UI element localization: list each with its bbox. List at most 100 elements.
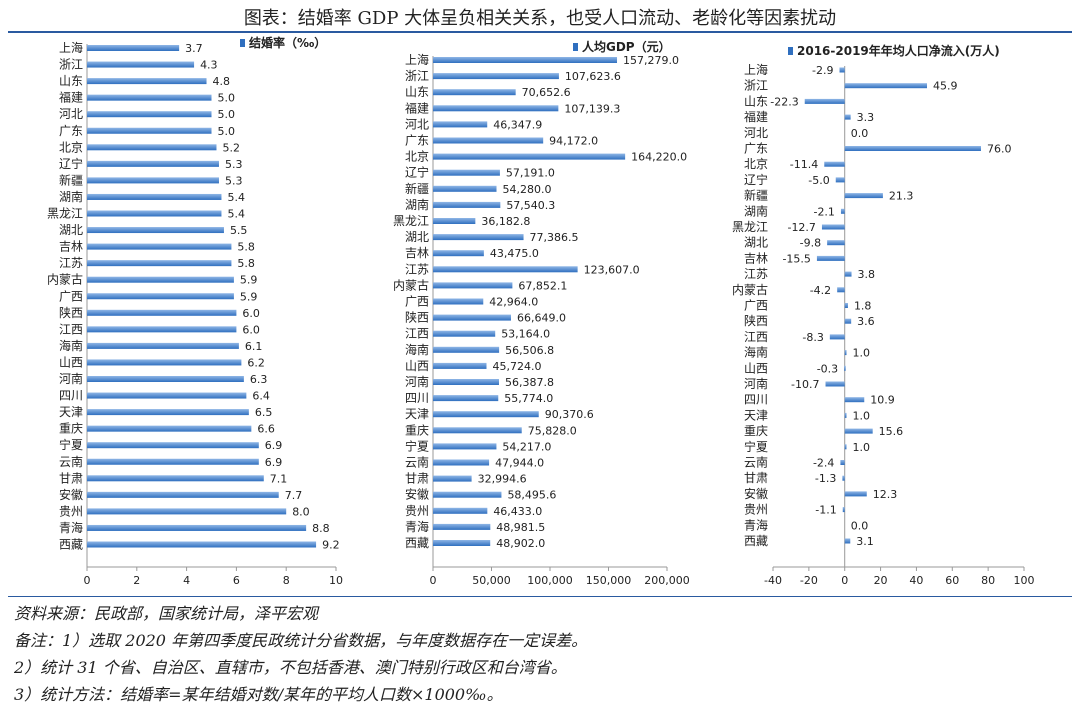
category-label: 广西	[59, 289, 83, 303]
category-label: 重庆	[59, 422, 83, 436]
panel-marriage-rate: 结婚率（‰） 0 2 4 6 8 10 上海 3.7 浙江 4.3 山东 4.8 福建 5.0 河北 5.0 广东…	[47, 35, 343, 587]
category-label: 吉林	[59, 240, 83, 254]
category-label: 天津	[744, 408, 768, 422]
bar	[844, 193, 883, 199]
data-label: 3.6	[857, 315, 875, 328]
data-label: 107,139.3	[564, 102, 620, 115]
category-label: 内蒙古	[393, 277, 429, 292]
chart-title: 图表：结婚率 GDP 大体呈负相关关系，也受人口流动、老龄化等因素扰动	[243, 8, 837, 29]
bar	[433, 523, 491, 530]
data-label: 5.4	[227, 191, 245, 204]
bar	[87, 508, 287, 515]
bar	[87, 260, 232, 267]
category-label: 辽宁	[744, 172, 768, 187]
category-label: 福建	[59, 90, 83, 105]
category-label: 北京	[59, 140, 83, 154]
bar	[87, 177, 219, 184]
bar	[840, 208, 845, 214]
data-label: 47,944.0	[495, 457, 544, 470]
data-label: 43,475.0	[490, 247, 539, 260]
bar	[87, 227, 224, 234]
bar	[433, 250, 484, 257]
footnote-1: 备注：1）选取 2020 年第四季度民政统计分省数据，与年度数据存在一定误差。	[14, 631, 588, 650]
data-label: -15.5	[782, 252, 810, 265]
category-label: 江西	[59, 322, 83, 336]
category-label: 河南	[59, 371, 83, 386]
category-label: 湖南	[405, 197, 429, 212]
category-label: 陕西	[59, 305, 83, 320]
data-label: 6.0	[242, 307, 260, 320]
bar	[433, 234, 524, 241]
category-label: 安徽	[405, 487, 429, 502]
data-label: 45,724.0	[492, 360, 541, 373]
category-label: 青海	[405, 519, 429, 534]
data-label: 54,217.0	[502, 440, 551, 453]
bar	[87, 359, 242, 366]
x-tick-label: 4	[183, 574, 190, 587]
bar	[844, 146, 981, 151]
category-label: 山东	[59, 74, 83, 88]
category-label: 湖南	[744, 203, 768, 218]
category-label: 天津	[59, 405, 83, 419]
data-label: 46,433.0	[493, 505, 542, 518]
data-label: 164,220.0	[631, 151, 687, 164]
x-tick-label: 80	[981, 574, 995, 587]
data-label: 46,347.9	[493, 118, 542, 131]
data-label: 90,370.6	[545, 408, 594, 421]
bar	[87, 342, 239, 349]
bar	[433, 169, 500, 176]
bar	[87, 309, 237, 316]
data-label: 6.0	[242, 323, 260, 336]
category-label: 黑龙江	[47, 207, 83, 221]
bar	[844, 271, 852, 277]
category-label: 北京	[405, 150, 429, 164]
category-label: 西藏	[405, 536, 429, 550]
x-tick-label: 40	[909, 574, 923, 587]
data-label: 8.8	[312, 522, 330, 535]
title-rule	[8, 31, 1072, 33]
data-label: 6.3	[250, 373, 268, 386]
category-label: 吉林	[744, 251, 768, 265]
bar	[804, 98, 845, 104]
data-label: -22.3	[770, 95, 798, 108]
data-label: 6.9	[265, 439, 283, 452]
bar	[844, 83, 928, 89]
bar	[433, 540, 491, 546]
data-label: 0.0	[851, 519, 869, 532]
data-label: 6.5	[255, 406, 273, 419]
bar	[433, 282, 513, 289]
category-label: 新疆	[744, 188, 768, 203]
category-label: 海南	[59, 338, 83, 353]
data-label: 9.2	[322, 539, 340, 552]
data-label: -4.2	[810, 284, 831, 297]
data-label: 6.4	[252, 390, 269, 403]
bar	[829, 334, 845, 340]
bar	[433, 507, 488, 514]
data-label: 5.0	[218, 125, 236, 138]
data-label: 58,495.6	[507, 489, 556, 502]
data-label: -9.8	[800, 237, 821, 250]
bar	[844, 303, 848, 308]
legend-marker	[573, 43, 578, 51]
bar	[433, 266, 578, 273]
bar	[87, 475, 264, 482]
source-note: 资料来源：民政部，国家统计局，泽平宏观	[14, 604, 319, 623]
bar	[844, 365, 846, 371]
data-label: 5.4	[227, 208, 245, 221]
x-tick-label: 50,000	[472, 574, 511, 587]
bar	[837, 287, 845, 293]
data-label: 5.3	[225, 158, 243, 171]
category-label: 内蒙古	[47, 272, 83, 287]
bar	[87, 243, 232, 250]
category-label: 江苏	[744, 267, 768, 281]
data-label: 21.3	[889, 190, 914, 203]
legend-label: 人均GDP（元）	[582, 39, 671, 54]
bar	[433, 443, 497, 450]
category-label: 山东	[405, 85, 429, 99]
panel-gdp-per-capita: 人均GDP（元） 0 50,000 100,000 150,000 200,000 上海 15…	[393, 39, 690, 587]
bar	[844, 114, 851, 120]
bar	[87, 458, 259, 465]
data-label: 3.3	[857, 111, 875, 124]
category-label: 贵州	[59, 504, 83, 518]
data-label: 48,902.0	[496, 537, 545, 550]
